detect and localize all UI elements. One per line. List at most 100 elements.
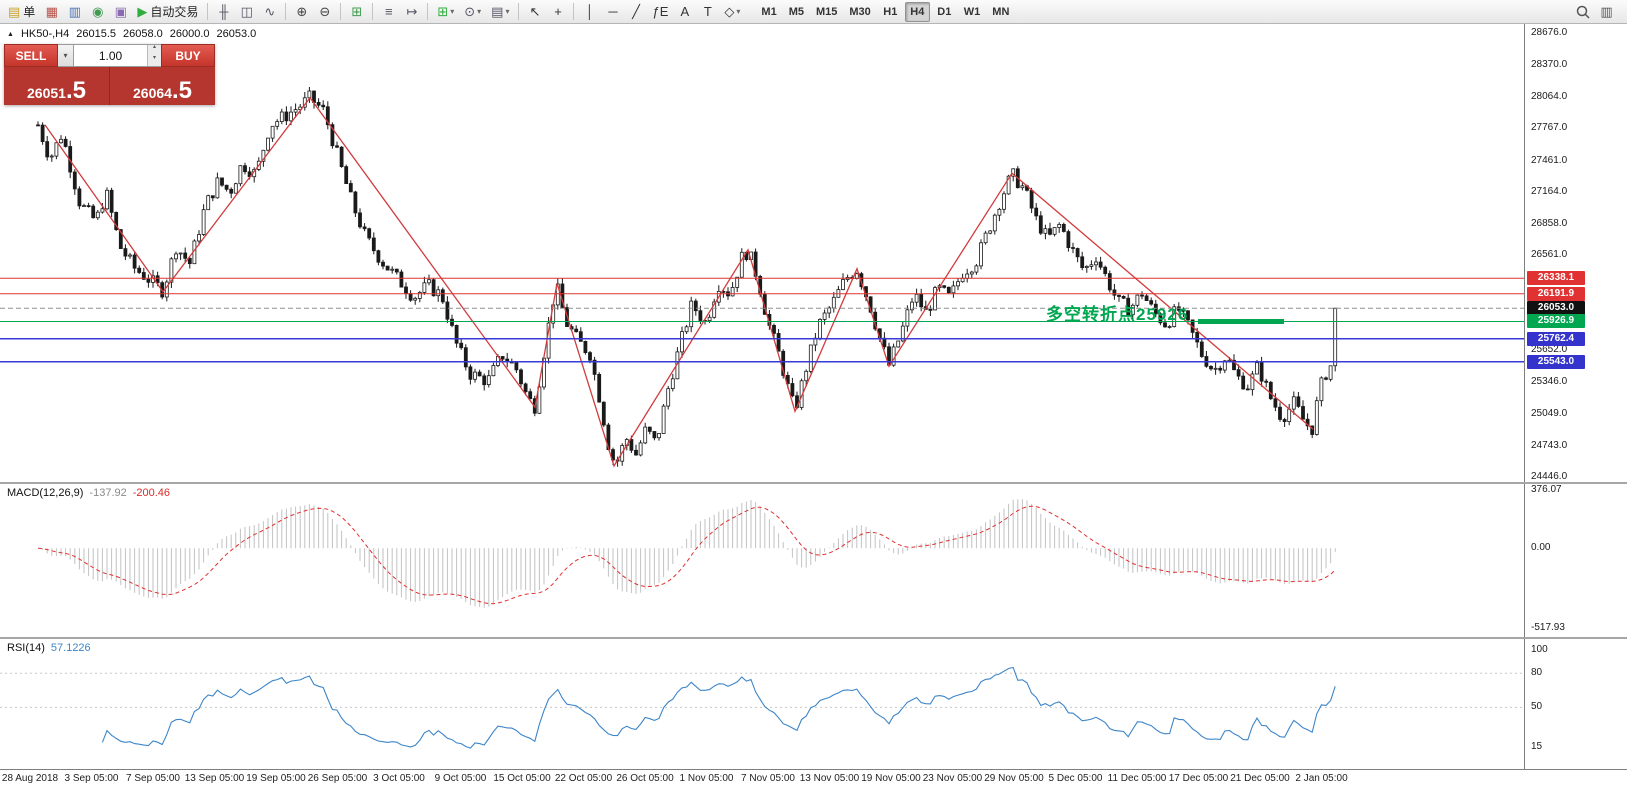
candlestick-chart-icon: ◫ [240,4,253,19]
timeframe-m1-button[interactable]: M1 [761,5,777,18]
volume-up-icon[interactable]: ▴ [148,44,161,56]
sell-price-frac: .5 [65,77,86,104]
fibonacci-icon[interactable]: ƒE [648,2,672,22]
buy-price-main: 26064 [133,85,172,101]
zoom-out-icon: ⊖ [319,4,331,19]
volume-field: ▴ ▾ [74,44,161,67]
charts-list-icon[interactable]: ▥ [1596,2,1617,22]
sell-price[interactable]: 26051.5 [4,67,110,105]
terminal-icon[interactable]: ▣ [110,2,131,22]
trade-options-dropdown[interactable]: ▾ [58,44,74,67]
time-axis[interactable]: 28 Aug 2018 3 Sep 05:00 7 Sep 05:00 13 Sep … [0,769,1627,809]
time-axis-label: 5 Dec 05:00 [1048,773,1103,784]
charts-list-icon: ▥ [1600,4,1613,19]
tile-windows-icon[interactable]: ⊞ [346,2,367,22]
main-chart-panel: ▲ HK50-,H4 26015.5 26058.0 26000.0 26053… [0,24,1627,482]
market-watch-icon[interactable]: ▥ [64,2,85,22]
timeframe-m15-button[interactable]: M15 [815,5,838,18]
time-axis-label: 3 Sep 05:00 [64,773,119,784]
panel-divider[interactable] [0,637,1627,639]
volume-down-icon[interactable]: ▾ [148,55,161,66]
templates-button[interactable]: ▤ ▾ [487,2,513,22]
timeframe-m30-button[interactable]: M30 [849,5,871,18]
time-axis-label: 9 Oct 05:00 [434,773,487,784]
timeframe-w1-button[interactable]: W1 [963,5,981,18]
main-chart-plot[interactable]: ▲ HK50-,H4 26015.5 26058.0 26000.0 26053… [0,24,1525,482]
candlestick-chart[interactable] [0,24,1525,482]
trendline-icon[interactable]: ╱ [625,2,646,22]
time-axis-label: 3 Oct 05:00 [373,773,425,784]
chevron-down-icon: ▾ [450,7,455,16]
timeframe-mn-button[interactable]: MN [992,5,1010,18]
annotation-text[interactable]: 多空转折点25926 [1046,305,1189,324]
horizontal-line-icon[interactable]: ─ [602,2,623,22]
rsi-plot[interactable]: RSI(14) 57.1226 [0,639,1525,769]
price-tag: 25762.4 [1527,331,1585,346]
price-tag: 26053.0 [1527,301,1585,316]
shapes-button[interactable]: ◇ ▾ [720,2,744,22]
price-axis-label: 26858.0 [1531,217,1568,229]
time-axis-label: 13 Nov 05:00 [799,773,860,784]
volume-input[interactable] [74,45,147,66]
time-axis-label: 1 Nov 05:00 [679,773,734,784]
price-axis-label: 25049.0 [1531,407,1568,419]
cursor-icon[interactable]: ↖ [524,2,545,22]
charts-cascade-icon[interactable]: ▦ [41,2,62,22]
macd-axis-label: 0.00 [1531,542,1551,554]
price-axis[interactable]: 28676.0 28370.0 28064.0 27767.0 27461.0 27164… [1526,24,1627,482]
line-chart-icon[interactable]: ∿ [259,2,280,22]
collapse-trade-panel-icon[interactable]: ▲ [7,30,14,38]
price-tag: 25543.0 [1527,354,1585,369]
macd-chart[interactable] [0,484,1525,637]
macd-signal-value: -200.46 [132,487,171,499]
buy-price[interactable]: 26064.5 [110,67,215,105]
periods-button[interactable]: ⊙ ▾ [460,2,485,22]
zoom-out-icon[interactable]: ⊖ [314,2,335,22]
crosshair-icon[interactable]: + [547,2,568,22]
rsi-chart[interactable] [0,639,1525,769]
ohlc-low: 26000.0 [169,28,210,40]
indicators-button[interactable]: ⊞ ▾ [433,2,458,22]
time-axis-label: 29 Nov 05:00 [984,773,1044,784]
zoom-in-icon[interactable]: ⊕ [291,2,312,22]
time-axis-label: 28 Aug 2018 [1,773,59,784]
timeframe-d1-button[interactable]: D1 [937,5,952,18]
vertical-line-icon[interactable]: │ [579,2,600,22]
new-order-button[interactable]: ▤ 单 [8,4,36,19]
autotrading-button[interactable]: ▶ 自动交易 [137,4,199,19]
timeframe-m5-button[interactable]: M5 [788,5,804,18]
text-icon[interactable]: A [674,2,695,22]
rsi-axis-label: 80 [1531,667,1543,679]
toolbar-separator [372,3,374,20]
navigator-icon[interactable]: ◉ [87,2,108,22]
sell-button[interactable]: SELL [4,44,58,67]
market-watch-icon: ▥ [68,4,81,19]
chevron-down-icon: ▾ [736,7,741,16]
trendline-icon: ╱ [632,4,640,19]
search-icon[interactable] [1572,2,1594,22]
price-axis-label: 27164.0 [1531,185,1568,197]
label-icon[interactable]: T [697,2,718,22]
buy-button[interactable]: BUY [161,44,215,67]
panel-divider[interactable] [0,482,1627,484]
macd-value: -137.92 [89,487,127,499]
chart-shift-icon[interactable]: ↦ [401,2,422,22]
bar-chart-icon[interactable]: ╫ [213,2,234,22]
buy-price-frac: .5 [171,77,192,104]
toolbar-separator [285,3,287,20]
auto-arrange-icon[interactable]: ≡ [378,2,399,22]
toolbar: ▤ 单 ▦ ▥ ◉ ▣ ▶ 自动交易 ╫ ◫ ∿ ⊕ ⊖ ⊞ ≡ ↦ ⊞ ▾ ⊙ ▾ ▤ ▾ ↖ + │ ─ ╱ ƒE A T ◇ ▾ M1 M… [0,0,1627,24]
timeframe-h1-button[interactable]: H1 [883,5,898,18]
rsi-panel: RSI(14) 57.1226 100 80 50 15 [0,639,1627,769]
price-axis-label: 27767.0 [1531,122,1568,134]
macd-plot[interactable]: MACD(12,26,9) -137.92 -200.46 [0,484,1525,637]
timeframe-h4-button[interactable]: H4 [904,1,930,22]
indicators-button: ⊞ [437,4,449,19]
candlestick-chart-icon[interactable]: ◫ [236,2,257,22]
navigator-icon: ◉ [92,4,104,19]
bar-chart-icon: ╫ [219,4,229,19]
time-axis-label: 19 Nov 05:00 [861,773,921,784]
toolbar-separator [427,3,429,20]
price-axis-label: 25652.0 [1531,344,1568,356]
cursor-icon: ↖ [529,4,541,19]
